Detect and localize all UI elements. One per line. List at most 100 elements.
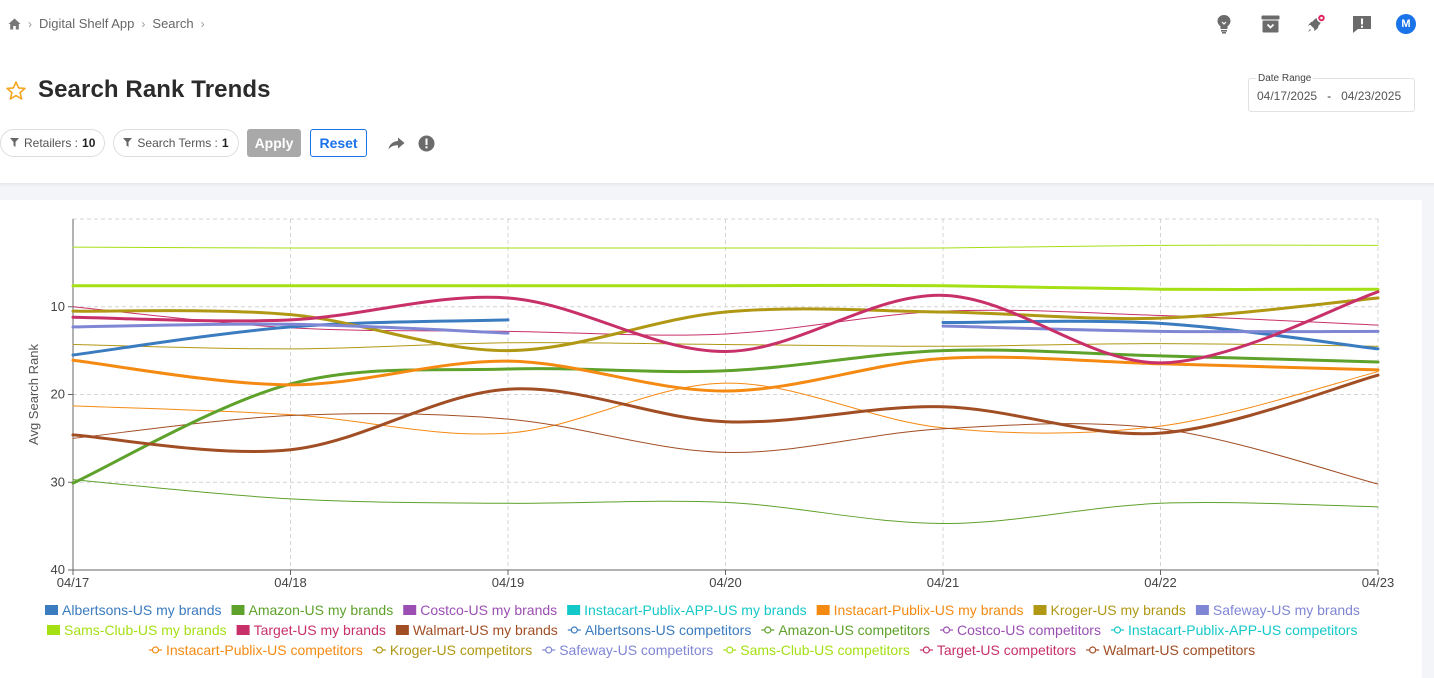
- legend-swatch-marker: [570, 626, 578, 634]
- legend-label: Instacart-Publix-APP-US competitors: [1128, 622, 1358, 638]
- legend-label: Sams-Club-US competitors: [740, 642, 910, 658]
- avatar[interactable]: M: [1396, 14, 1416, 34]
- legend-swatch-marker: [922, 646, 930, 654]
- archive-icon[interactable]: [1258, 12, 1282, 36]
- series-line-sams-club-us-competitors[interactable]: [72, 244, 1379, 249]
- legend-item-costco-us-competitors[interactable]: Costco-US competitors: [940, 622, 1101, 638]
- legend-item-kroger-us-competitors[interactable]: Kroger-US competitors: [372, 642, 532, 658]
- legend-swatch-marker: [375, 646, 383, 654]
- retailers-filter-count: 10: [82, 136, 96, 150]
- legend-swatch-marker: [1113, 626, 1122, 634]
- legend-item-albertsons-us-my-brands[interactable]: Albertsons-US my brands: [45, 602, 222, 618]
- filter-bar: Retailers : 10 Search Terms : 1 Apply Re…: [0, 129, 439, 157]
- legend-label: Costco-US my brands: [420, 602, 557, 618]
- chart-legend: Albertsons-US my brands Amazon-US my bran…: [45, 602, 1360, 658]
- legend-item-walmart-us-my-brands[interactable]: Walmart-US my brands: [395, 622, 558, 638]
- legend-label: Kroger-US my brands: [1051, 602, 1186, 618]
- legend-label: Walmart-US competitors: [1103, 642, 1255, 658]
- feedback-icon[interactable]: [1350, 12, 1374, 36]
- filter-funnel-icon: [123, 136, 133, 150]
- legend-label: Sams-Club-US my brands: [64, 622, 227, 638]
- chevron-right-icon: ›: [200, 16, 205, 31]
- legend-item-sams-club-us-my-brands[interactable]: Sams-Club-US my brands: [47, 622, 227, 638]
- series-line-safeway-us-my-brands[interactable]: [941, 324, 1380, 334]
- legend-item-amazon-us-my-brands[interactable]: Amazon-US my brands: [231, 602, 394, 618]
- legend-swatch: [45, 605, 58, 615]
- legend-label: Costco-US competitors: [957, 622, 1101, 638]
- legend-swatch-marker: [1089, 646, 1097, 654]
- y-tick-label: 20: [51, 387, 65, 402]
- breadcrumb-item-digital-shelf[interactable]: Digital Shelf App: [39, 16, 135, 31]
- page-header: Search Rank Trends: [6, 76, 271, 104]
- info-icon[interactable]: [415, 131, 439, 155]
- legend-swatch-marker: [726, 646, 734, 654]
- legend-label: Safeway-US competitors: [559, 642, 713, 658]
- legend-item-instacart-publix-us-competitors[interactable]: Instacart-Publix-US competitors: [149, 642, 363, 658]
- share-icon[interactable]: [385, 131, 409, 155]
- date-range-values: 04/17/2025 - 04/23/2025: [1257, 89, 1401, 103]
- search-terms-filter-chip[interactable]: Search Terms : 1: [113, 129, 239, 157]
- legend-item-safeway-us-competitors[interactable]: Safeway-US competitors: [542, 642, 713, 658]
- legend-item-amazon-us-competitors[interactable]: Amazon-US competitors: [761, 622, 930, 638]
- legend-label: Instacart-Publix-US my brands: [834, 602, 1024, 618]
- legend-swatch: [236, 625, 250, 635]
- legend-label: Instacart-Publix-US competitors: [166, 642, 363, 658]
- legend-item-instacart-publix-app-us-competitors[interactable]: Instacart-Publix-APP-US competitors: [1110, 622, 1358, 638]
- legend-item-safeway-us-my-brands[interactable]: Safeway-US my brands: [1195, 602, 1360, 618]
- legend-item-costco-us-my-brands[interactable]: Costco-US my brands: [403, 602, 557, 618]
- favorite-star-icon[interactable]: [6, 80, 26, 100]
- legend-swatch: [1033, 605, 1047, 615]
- date-range-start[interactable]: 04/17/2025: [1257, 89, 1318, 103]
- date-range-end[interactable]: 04/23/2025: [1341, 89, 1402, 103]
- x-tick-label: 04/19: [492, 575, 525, 590]
- series-line-kroger-us-my-brands[interactable]: [71, 296, 1380, 353]
- legend-label: Walmart-US my brands: [413, 622, 558, 638]
- page-title: Search Rank Trends: [38, 76, 271, 103]
- date-range-separator: -: [1327, 89, 1332, 103]
- series-line-amazon-us-competitors[interactable]: [72, 479, 1379, 524]
- series-line-walmart-us-competitors[interactable]: [72, 413, 1379, 485]
- x-tick-label: 04/17: [57, 575, 90, 590]
- series-line-instacart-publix-us-competitors[interactable]: [72, 371, 1379, 435]
- date-range-picker[interactable]: Date Range 04/17/2025 - 04/23/2025: [1248, 73, 1415, 112]
- series-line-kroger-us-competitors[interactable]: [72, 342, 1379, 350]
- legend-label: Safeway-US my brands: [1213, 602, 1360, 618]
- legend-item-albertsons-us-competitors[interactable]: Albertsons-US competitors: [567, 622, 752, 638]
- lightbulb-icon[interactable]: [1212, 12, 1236, 36]
- series-line-albertsons-us-my-brands[interactable]: [941, 319, 1380, 351]
- legend-item-instacart-publix-us-my-brands[interactable]: Instacart-Publix-US my brands: [816, 602, 1024, 618]
- legend-label: Instacart-Publix-APP-US my brands: [584, 602, 807, 618]
- chart-grid: [72, 218, 1379, 571]
- series-line-albertsons-us-my-brands[interactable]: [71, 318, 510, 357]
- rocket-icon[interactable]: [1304, 12, 1328, 36]
- series-line-walmart-us-my-brands[interactable]: [71, 373, 1380, 453]
- breadcrumb-item-search[interactable]: Search: [152, 16, 194, 31]
- y-tick-label: 40: [51, 562, 65, 577]
- legend-item-target-us-competitors[interactable]: Target-US competitors: [919, 642, 1076, 658]
- series-line-target-us-my-brands[interactable]: [71, 290, 1380, 365]
- legend-label: Target-US competitors: [937, 642, 1076, 658]
- legend-item-kroger-us-my-brands[interactable]: Kroger-US my brands: [1033, 602, 1186, 618]
- y-tick-label: 10: [51, 299, 65, 314]
- legend-swatch-marker: [545, 646, 553, 654]
- y-axis-label: Avg Search Rank: [26, 344, 41, 445]
- x-tick-label: 04/21: [927, 575, 960, 590]
- series-line-sams-club-us-my-brands[interactable]: [71, 283, 1380, 291]
- legend-item-walmart-us-competitors[interactable]: Walmart-US competitors: [1086, 642, 1255, 658]
- chart-series: [71, 244, 1380, 524]
- legend-swatch: [1195, 605, 1209, 615]
- chevron-right-icon: ›: [141, 16, 146, 31]
- home-icon[interactable]: [8, 18, 21, 30]
- series-line-safeway-us-my-brands[interactable]: [71, 322, 510, 335]
- x-tick-label: 04/20: [709, 575, 742, 590]
- retailers-filter-chip[interactable]: Retailers : 10: [0, 129, 106, 157]
- legend-item-sams-club-us-competitors[interactable]: Sams-Club-US competitors: [723, 642, 910, 658]
- retailers-filter-label: Retailers :: [24, 136, 79, 150]
- legend-item-instacart-publix-app-us-my-brands[interactable]: Instacart-Publix-APP-US my brands: [567, 602, 807, 618]
- breadcrumb: › Digital Shelf App › Search ›: [8, 16, 212, 31]
- legend-label: Kroger-US competitors: [390, 642, 532, 658]
- apply-button[interactable]: Apply: [246, 129, 302, 157]
- reset-button[interactable]: Reset: [310, 129, 367, 157]
- legend-item-target-us-my-brands[interactable]: Target-US my brands: [236, 622, 386, 638]
- date-range-label: Date Range: [1256, 73, 1314, 84]
